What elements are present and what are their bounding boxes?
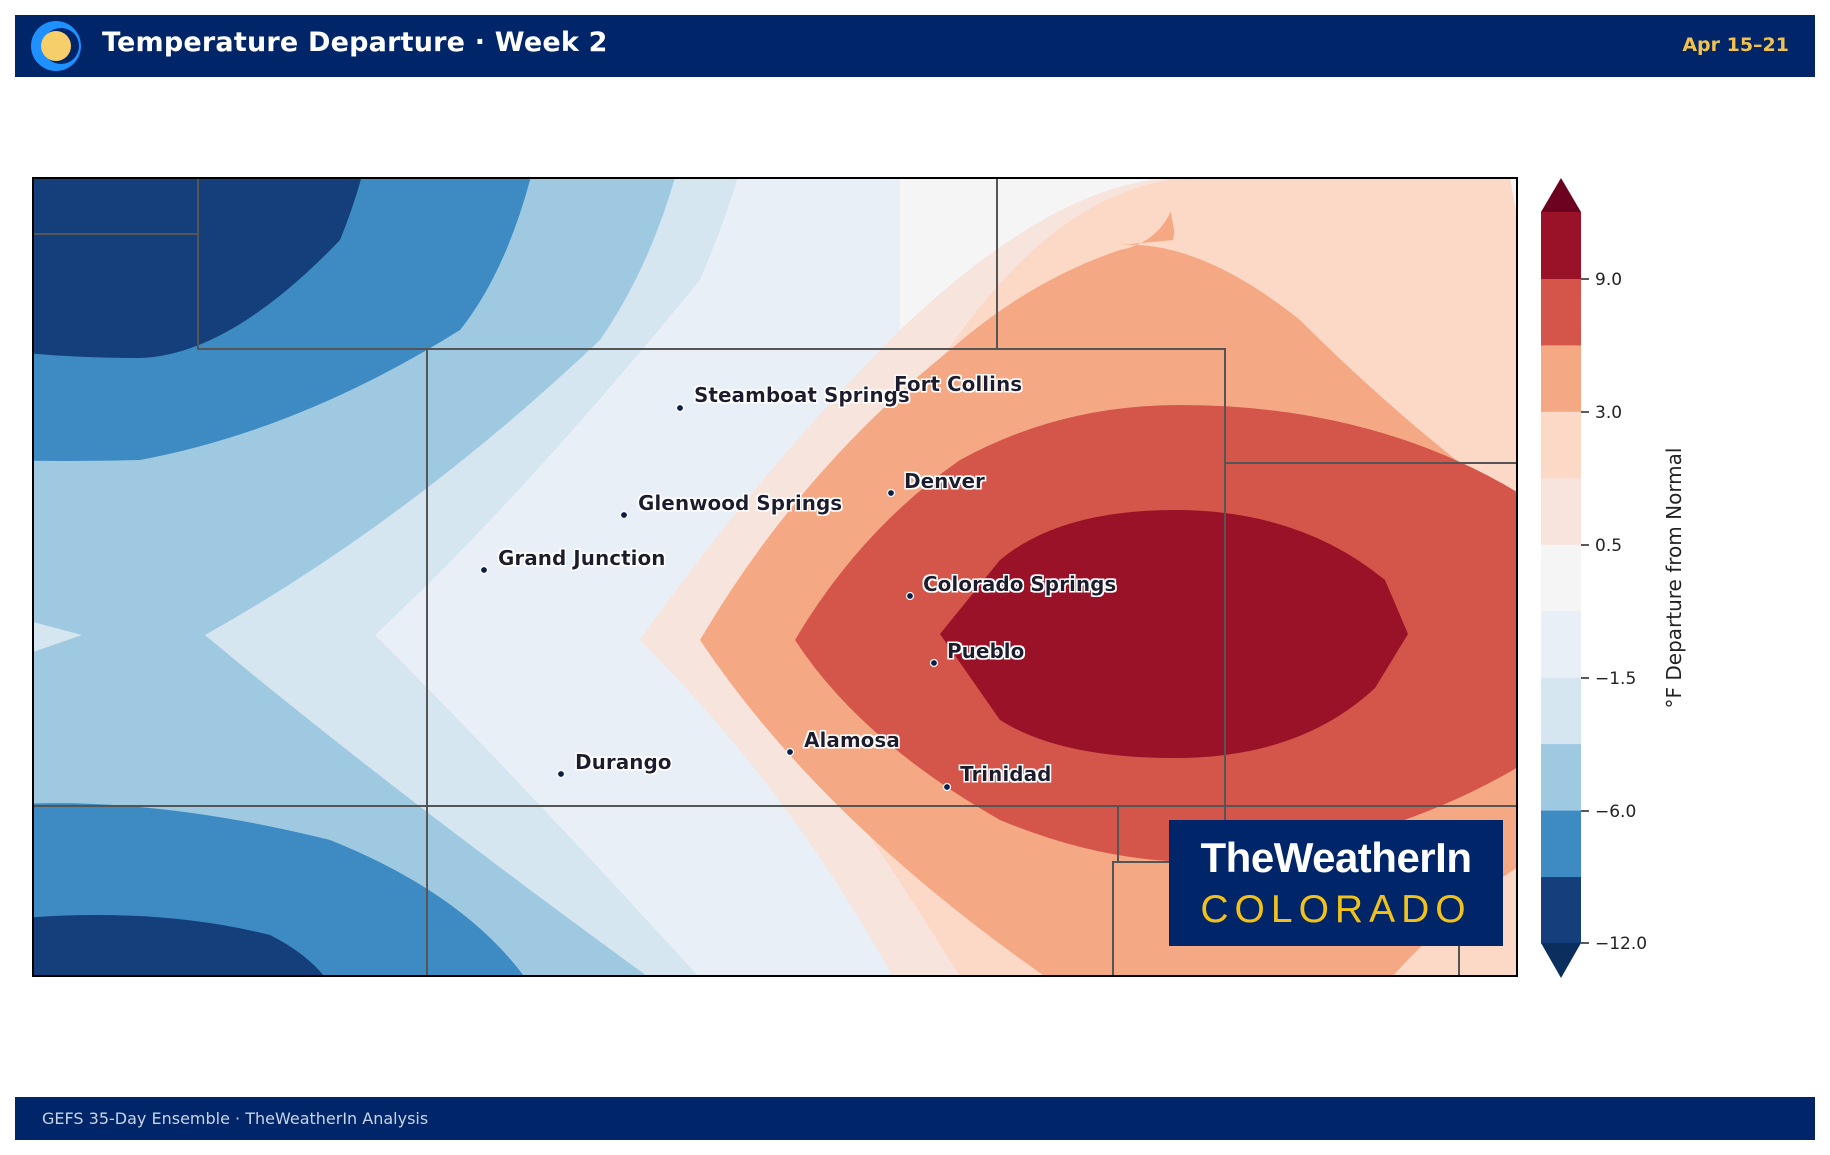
city-label-colorado-springs: Colorado Springs [923, 572, 1116, 596]
colorbar-band [1541, 544, 1581, 612]
city-marker [886, 488, 896, 498]
colorbar: 9.0 3.0 0.5 −1.5 −6.0 −12.0 °F Departure from… [1541, 178, 1686, 978]
city-marker [942, 782, 952, 792]
logo-icon [31, 21, 81, 71]
city-label-fort-collins: Fort Collins [894, 372, 1022, 396]
colorbar-band [1541, 677, 1581, 745]
colorbar-band [1541, 810, 1581, 878]
brand-badge: TheWeatherIn COLORADO [1169, 820, 1503, 946]
colorbar-extend-high [1541, 178, 1581, 212]
city-label-grand-junction: Grand Junction [498, 546, 665, 570]
colorbar-extend-low [1541, 943, 1581, 978]
colorbar-band [1541, 743, 1581, 811]
colorbar-tick-label: 3.0 [1595, 403, 1622, 423]
city-marker [785, 747, 795, 757]
footer-source: GEFS 35-Day Ensemble · TheWeatherIn Anal… [42, 1109, 429, 1128]
colorbar-band [1541, 411, 1581, 479]
city-label-steamboat-springs: Steamboat Springs [694, 383, 910, 407]
city-marker [675, 403, 685, 413]
contour-band [1165, 178, 1185, 236]
brand-region: COLORADO [1200, 888, 1472, 931]
contour-band [33, 622, 82, 652]
city-marker [905, 591, 915, 601]
city-label-durango: Durango [575, 750, 672, 774]
city-label-denver: Denver [904, 469, 985, 493]
colorbar-label: °F Departure from Normal [1662, 448, 1686, 709]
colorbar-tick-label: 9.0 [1595, 270, 1622, 290]
contour-band [33, 915, 325, 976]
colorbar-tick-label: −1.5 [1595, 669, 1636, 689]
city-label-glenwood-springs: Glenwood Springs [638, 491, 842, 515]
colorbar-tick-label: −12.0 [1595, 934, 1647, 954]
city-marker [556, 769, 566, 779]
colorbar-band [1541, 344, 1581, 412]
colorbar-band [1541, 212, 1581, 279]
page-title: Temperature Departure · Week 2 [102, 27, 608, 58]
city-marker [929, 658, 939, 668]
colorbar-band [1541, 278, 1581, 346]
city-label-alamosa: Alamosa [804, 728, 900, 752]
city-label-pueblo: Pueblo [947, 639, 1024, 663]
city-marker [479, 565, 489, 575]
colorbar-tick-label: −6.0 [1595, 802, 1636, 822]
city-labels: Steamboat Springs Fort Collins Denver Gl… [498, 372, 1116, 786]
date-range: Apr 15–21 [1682, 34, 1789, 56]
colorbar-band [1541, 477, 1581, 545]
header-bar [15, 15, 1815, 77]
contour-band [940, 510, 1408, 758]
city-marker [619, 510, 629, 520]
city-label-trinidad: Trinidad [960, 762, 1051, 786]
colorbar-bands [1541, 212, 1581, 944]
colorbar-band [1541, 876, 1581, 944]
colorbar-ticks: 9.0 3.0 0.5 −1.5 −6.0 −12.0 [1581, 270, 1647, 954]
footer-bar: GEFS 35-Day Ensemble · TheWeatherIn Anal… [15, 1097, 1815, 1140]
map-frame [32, 177, 1518, 977]
state-borders [33, 178, 1517, 976]
city-markers [479, 403, 952, 792]
colorbar-band [1541, 610, 1581, 678]
brand-name: TheWeatherIn [1200, 834, 1472, 881]
colorbar-tick-label: 0.5 [1595, 536, 1622, 556]
